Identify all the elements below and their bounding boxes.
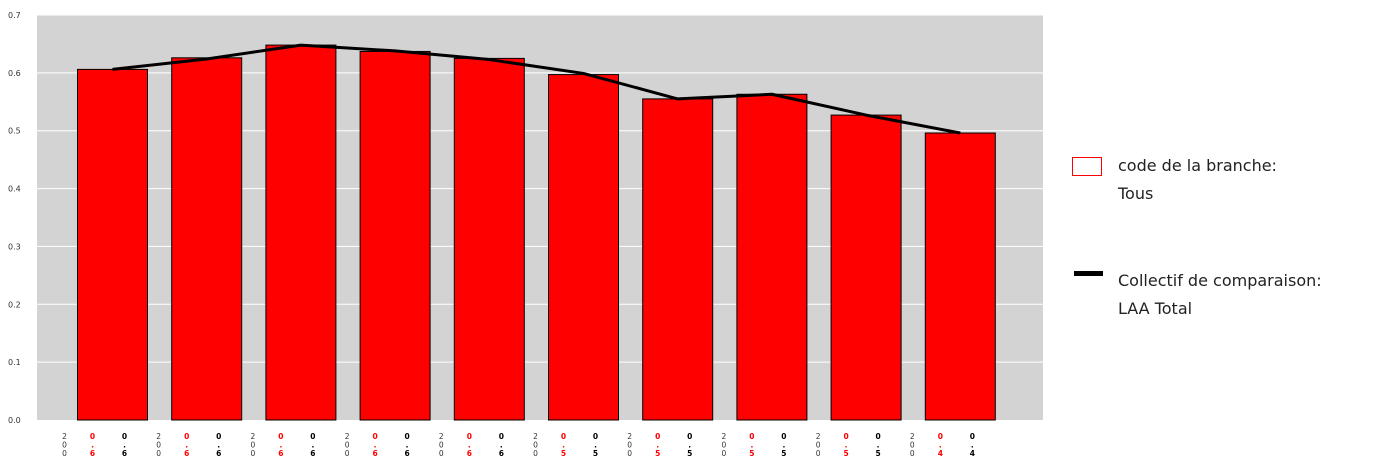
x-tick-label-black: 0.5 [687,432,692,458]
x-tick-label-black: 0.5 [781,432,786,458]
legend-label-line: Collectif de comparaison: LAA Total [1118,267,1375,323]
x-tick-label-black: 0.5 [593,432,598,458]
x-tick-label-red: 0.5 [843,432,848,458]
legend: code de la branche: Tous Collectif de co… [1072,0,1372,459]
legend-label-line-line1: Collectif de comparaison: [1118,271,1322,290]
bar-series [77,44,996,421]
bar [924,132,996,421]
bar [642,98,714,421]
bar [736,93,808,421]
y-tick-label: 0.1 [8,358,21,367]
x-tick-label-red: 0.5 [749,432,754,458]
chart: 0.0 0.1 0.2 0.3 0.4 0.5 0.6 0.7 2 0 0 0. 6 0. 6 2 0 0 0. 6… [8,11,1043,458]
x-tick-label-black: 0.6 [310,432,315,458]
bar [359,50,431,421]
bar [265,44,337,421]
bar [548,74,619,421]
x-tick-label-red: 0.6 [278,432,283,458]
x-tick-label-red: 0.4 [938,432,943,458]
x-tick-label-red: 0.6 [467,432,472,458]
legend-swatch-bar [1072,157,1102,176]
legend-swatch-line [1074,271,1103,276]
x-tick-label-red: 0.6 [90,432,95,458]
x-tick-label-black: 0.5 [875,432,880,458]
y-tick-label: 0.5 [8,127,21,136]
y-tick-label: 0.7 [8,11,21,20]
x-tick-label-black: 0.6 [499,432,504,458]
y-axis: 0.0 0.1 0.2 0.3 0.4 0.5 0.6 0.7 [8,11,21,425]
comparison-line [112,43,961,135]
x-tick-label-red: 0.6 [184,432,189,458]
x-tick-label-black: 0.6 [404,432,409,458]
bar [77,68,148,421]
x-tick-label-red: 0.6 [372,432,377,458]
x-axis: 2 0 0 0. 6 0. 6 2 0 0 0. 6 0. 6 2 0 0 0. 6 0. 6 2 0 0 0. 6 0. 6 2 0 0 0… [62,432,975,458]
x-tick-label-red: 0.5 [561,432,566,458]
bar [171,57,243,421]
x-tick-label-black: 0.4 [970,432,975,458]
legend-label-line-line2: LAA Total [1118,299,1193,318]
legend-label-bar-line2: Tous [1118,184,1154,203]
y-tick-label: 0.3 [8,242,21,251]
x-tick-label-black: 0.6 [216,432,221,458]
y-tick-label: 0.6 [8,69,21,78]
legend-label-bar: code de la branche: Tous [1118,152,1375,208]
bar [830,114,902,421]
x-tick-label-red: 0.5 [655,432,660,458]
y-tick-label: 0.2 [8,300,21,309]
x-tick-label-black: 0.6 [122,432,127,458]
bar [453,57,525,421]
line-series [112,43,961,135]
legend-label-bar-line1: code de la branche: [1118,156,1277,175]
y-tick-label: 0.0 [8,416,21,425]
y-tick-label: 0.4 [8,185,21,194]
